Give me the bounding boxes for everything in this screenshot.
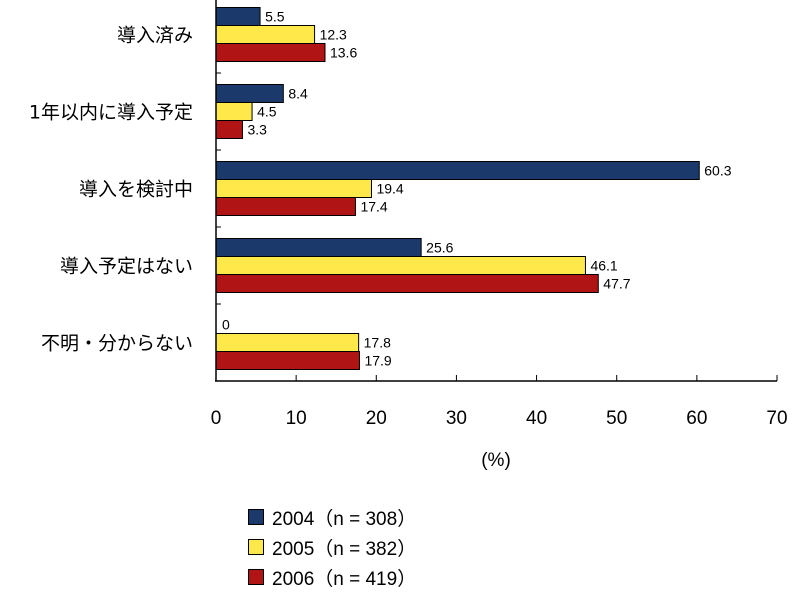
bar-2004-0 bbox=[215, 7, 261, 26]
bar-2005-2 bbox=[215, 179, 372, 198]
bar-2006-1 bbox=[215, 120, 243, 139]
x-axis-title: (%) bbox=[481, 450, 511, 471]
data-label: 8.4 bbox=[288, 86, 308, 102]
data-label: 5.5 bbox=[265, 9, 285, 25]
x-tick-labels: 0 10 20 30 40 50 60 70 bbox=[211, 408, 788, 429]
bar-2005-3 bbox=[215, 256, 586, 275]
legend-label-2004: 2004（n = 308） bbox=[272, 508, 417, 530]
legend-swatch-2005 bbox=[248, 539, 264, 555]
legend-item-2006: 2006（n = 419） bbox=[248, 562, 416, 592]
data-label: 47.7 bbox=[603, 276, 630, 292]
bar-2005-1 bbox=[215, 102, 253, 121]
legend-label-2005: 2005（n = 382） bbox=[272, 538, 417, 560]
x-tick-label: 10 bbox=[286, 408, 307, 429]
legend-item-2004: 2004（n = 308） bbox=[248, 502, 416, 532]
bar-chart: 5.5 12.3 13.6 8.4 4.5 3.3 60.3 19.4 17.4 25.6 46.1… bbox=[29, 0, 788, 471]
x-tick-label: 40 bbox=[526, 408, 547, 429]
category-label: 導入予定はない bbox=[60, 256, 193, 278]
data-label: 17.8 bbox=[364, 335, 391, 351]
data-label: 12.3 bbox=[320, 27, 347, 43]
data-label: 0 bbox=[222, 317, 230, 333]
bar-2005-4 bbox=[215, 333, 360, 352]
bar-2006-4 bbox=[215, 351, 360, 370]
x-tick-label: 20 bbox=[366, 408, 387, 429]
category-label: 導入済み bbox=[117, 25, 193, 47]
x-tick-label: 30 bbox=[446, 408, 467, 429]
data-label: 4.5 bbox=[257, 104, 277, 120]
data-label: 3.3 bbox=[247, 122, 267, 138]
x-tick-label: 50 bbox=[606, 408, 627, 429]
data-label: 17.4 bbox=[360, 199, 387, 215]
bar-2004-3 bbox=[215, 238, 422, 257]
data-label: 60.3 bbox=[704, 163, 731, 179]
x-tick-label: 70 bbox=[766, 408, 787, 429]
bar-2004-1 bbox=[215, 84, 284, 103]
legend: 2004（n = 308） 2005（n = 382） 2006（n = 419… bbox=[248, 502, 416, 592]
data-label: 46.1 bbox=[590, 258, 617, 274]
bar-2006-2 bbox=[215, 197, 356, 216]
legend-swatch-2006 bbox=[248, 569, 264, 585]
category-label: 1年以内に導入予定 bbox=[29, 102, 193, 124]
bar-2005-0 bbox=[215, 25, 316, 44]
bar-2006-0 bbox=[215, 43, 326, 62]
legend-label-2006: 2006（n = 419） bbox=[272, 568, 417, 590]
axis-layer bbox=[215, 0, 778, 382]
bar-2004-2 bbox=[215, 161, 700, 180]
legend-swatch-2004 bbox=[248, 509, 264, 525]
x-tick-label: 60 bbox=[686, 408, 707, 429]
category-label: 導入を検討中 bbox=[79, 179, 193, 201]
data-label: 13.6 bbox=[330, 45, 357, 61]
data-label: 25.6 bbox=[426, 240, 453, 256]
bar-2006-3 bbox=[215, 274, 599, 293]
x-tick-label: 0 bbox=[211, 408, 222, 429]
data-label: 19.4 bbox=[376, 181, 403, 197]
data-label: 17.9 bbox=[364, 353, 391, 369]
category-label: 不明・分からない bbox=[41, 333, 193, 355]
legend-item-2005: 2005（n = 382） bbox=[248, 532, 416, 562]
bars-layer: 5.5 12.3 13.6 8.4 4.5 3.3 60.3 19.4 17.4 25.6 46.1… bbox=[215, 7, 732, 370]
